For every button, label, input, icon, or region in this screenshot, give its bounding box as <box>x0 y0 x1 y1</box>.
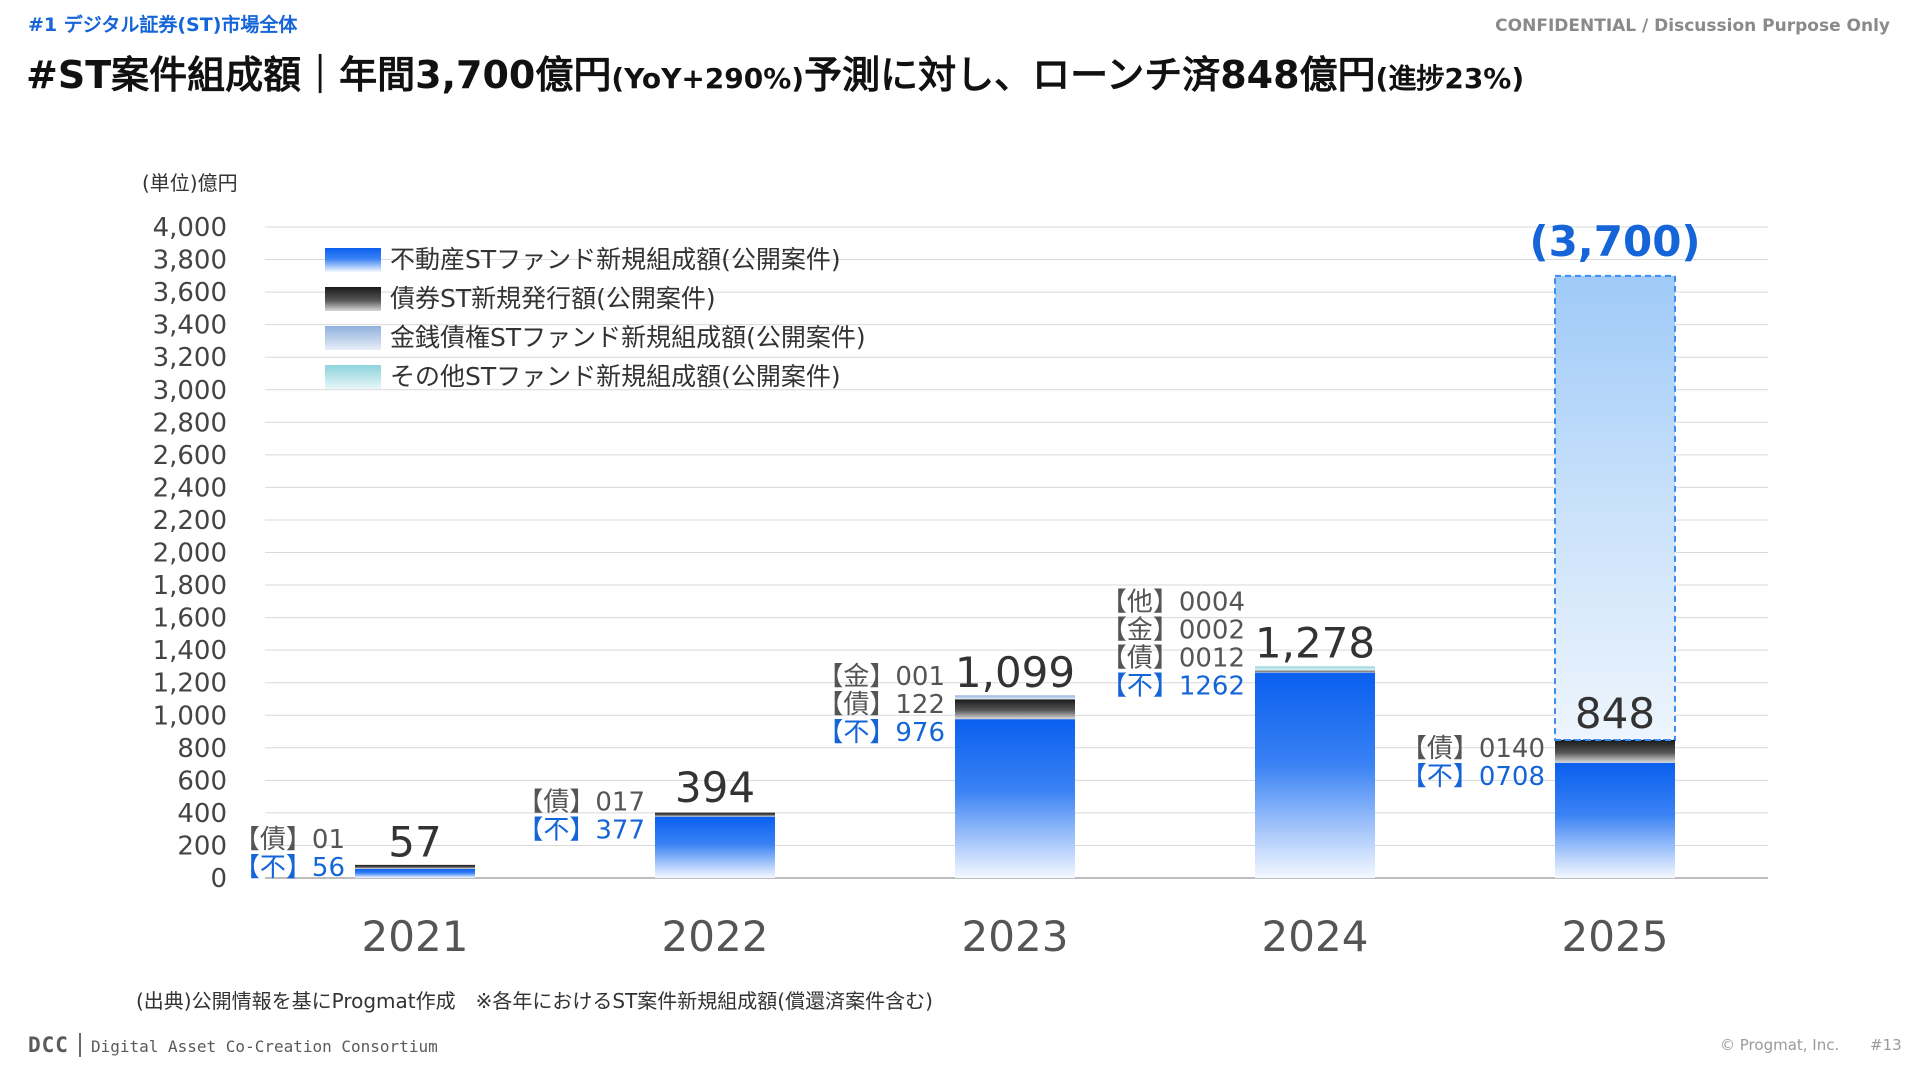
y-tick-label: 3,600 <box>153 278 227 308</box>
confidential-label: CONFIDENTIAL / Discussion Purpose Only <box>1495 16 1890 36</box>
bar-total-label: 1,099 <box>955 648 1075 697</box>
legend-label: 不動産STファンド新規組成額(公開案件) <box>390 245 841 274</box>
bar-segment-bond-2022 <box>655 812 775 817</box>
y-tick-label: 1,400 <box>153 636 227 666</box>
logo-short: DCC <box>28 1033 69 1057</box>
bar-segment-real_estate-2021 <box>355 868 475 878</box>
segment-label: 【不】976 <box>817 718 945 748</box>
headline-small-1: (YoY+290%) <box>611 62 805 95</box>
bar-segment-real_estate-2022 <box>655 816 775 878</box>
bar-total-label: 394 <box>675 763 755 812</box>
copyright: © Progmat, Inc. <box>1720 1036 1840 1054</box>
y-tick-label: 3,400 <box>153 311 227 341</box>
projection-label: (3,700) <box>1529 217 1700 266</box>
bar-segment-bond-2021 <box>355 864 475 869</box>
bar-segment-bond-2023 <box>955 699 1075 720</box>
y-tick-label: 2,800 <box>153 408 227 438</box>
bar-segment-real_estate-2023 <box>955 719 1075 878</box>
segment-label: 【不】0708 <box>1401 762 1545 792</box>
y-tick-label: 200 <box>177 831 227 861</box>
y-tick-label: 1,600 <box>153 604 227 634</box>
headline-main-2: 予測に対し、ローンチ済848億円 <box>804 53 1376 97</box>
y-tick-label: 3,000 <box>153 376 227 406</box>
segment-label: 【債】122 <box>817 690 945 720</box>
legend-swatch-real_estate <box>325 248 381 272</box>
segment-label: 【債】0012 <box>1101 644 1245 674</box>
dcc-logo: DCC Digital Asset Co-Creation Consortium <box>28 1033 438 1057</box>
segment-label: 【債】01 <box>234 825 345 855</box>
x-tick-label: 2021 <box>362 912 469 961</box>
segment-label: 【債】0140 <box>1401 734 1545 764</box>
legend-swatch-bond <box>325 287 381 311</box>
logo-full: Digital Asset Co-Creation Consortium <box>90 1037 438 1056</box>
y-tick-label: 4,000 <box>153 213 227 243</box>
segment-label: 【不】56 <box>234 853 345 883</box>
page-title: #ST案件組成額｜年間3,700億円(YoY+290%)予測に対し、ローンチ済8… <box>26 44 1524 99</box>
section-tag: #1 デジタル証券(ST)市場全体 <box>28 14 298 36</box>
y-tick-label: 3,200 <box>153 343 227 373</box>
x-tick-label: 2025 <box>1562 912 1669 961</box>
y-tick-label: 800 <box>177 734 227 764</box>
y-tick-label: 600 <box>177 766 227 796</box>
source-note: (出典)公開情報を基にProgmat作成 ※各年におけるST案件新規組成額(償還… <box>136 989 933 1013</box>
bar-segment-bond-2025 <box>1555 739 1675 763</box>
bar-total-label: 57 <box>388 818 441 867</box>
y-tick-label: 2,400 <box>153 473 227 503</box>
y-tick-label: 1,000 <box>153 701 227 731</box>
y-tick-label: 0 <box>210 864 227 894</box>
y-tick-label: 3,800 <box>153 246 227 276</box>
projection-bar <box>1554 274 1676 741</box>
bar-segment-real_estate-2024 <box>1255 672 1375 878</box>
bar-segment-real_estate-2025 <box>1555 762 1675 878</box>
segment-label: 【不】377 <box>517 816 645 846</box>
unit-label: (単位)億円 <box>142 171 238 195</box>
segment-label: 【金】0002 <box>1101 616 1245 646</box>
x-tick-label: 2024 <box>1262 912 1369 961</box>
bar-total-label: 848 <box>1575 689 1655 738</box>
bar-segment-receivable-2023 <box>955 695 1075 700</box>
segment-label: 【金】001 <box>817 662 945 692</box>
logo-divider <box>78 1033 81 1057</box>
legend-swatch-receivable <box>325 326 381 350</box>
page-number: #13 <box>1870 1036 1902 1054</box>
segment-label: 【債】017 <box>517 788 645 818</box>
legend-label: 債券ST新規発行額(公開案件) <box>390 284 716 313</box>
y-tick-label: 2,200 <box>153 506 227 536</box>
segment-label: 【他】0004 <box>1101 588 1245 618</box>
bar-total-label: 1,278 <box>1255 619 1375 668</box>
legend-swatch-other <box>325 365 381 389</box>
y-tick-label: 1,800 <box>153 571 227 601</box>
y-tick-label: 2,600 <box>153 441 227 471</box>
headline-main-1: #ST案件組成額｜年間3,700億円 <box>26 53 612 97</box>
y-tick-label: 400 <box>177 799 227 829</box>
x-tick-label: 2022 <box>662 912 769 961</box>
headline-small-2: (進捗23%) <box>1375 62 1525 95</box>
segment-label: 【不】1262 <box>1101 672 1245 702</box>
bar-segment-other-2024 <box>1255 666 1375 671</box>
x-tick-label: 2023 <box>962 912 1069 961</box>
y-tick-label: 1,200 <box>153 669 227 699</box>
legend-label: その他STファンド新規組成額(公開案件) <box>390 362 841 391</box>
y-tick-label: 2,000 <box>153 539 227 569</box>
legend-label: 金銭債権STファンド新規組成額(公開案件) <box>390 323 866 352</box>
